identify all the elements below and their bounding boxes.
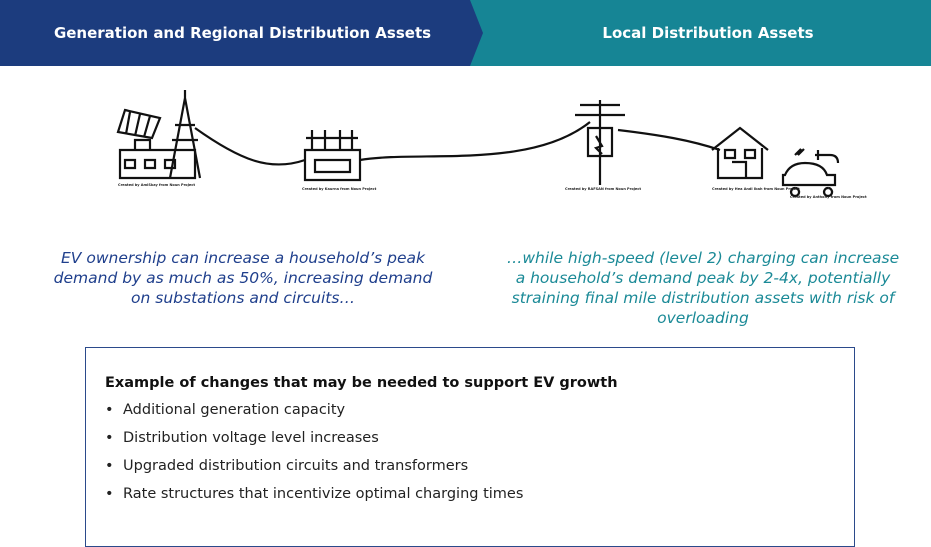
box-item: Additional generation capacity • xyxy=(105,402,346,418)
icon-credit: Created by RAFSAN from Noun Project xyxy=(565,187,641,191)
caption-line: demand by as much as 50%, increasing dem… xyxy=(53,269,433,287)
caption-line: EV ownership can increase a household’s … xyxy=(61,249,425,267)
header-shapes: Created by AmiSkay from Noun Project Cre… xyxy=(0,0,931,199)
caption-line: overloading xyxy=(657,309,749,327)
box-item: Distribution voltage level increases • xyxy=(105,430,379,446)
bullet: • xyxy=(105,430,114,446)
caption-right: …while high-speed (level 2) charging can… xyxy=(480,248,926,328)
grid-illustration xyxy=(116,90,840,198)
caption-left: EV ownership can increase a household’s … xyxy=(20,248,466,308)
caption-line: a household’s demand peak by 2-4x, poten… xyxy=(515,269,891,287)
bullet: • xyxy=(105,486,114,502)
icon-credit: Created by Hea Andi Ibah from Noun Proje… xyxy=(712,187,800,191)
caption-line: …while high-speed (level 2) charging can… xyxy=(506,249,900,267)
box-item: Upgraded distribution circuits and trans… xyxy=(105,458,469,474)
icon-credit: Created by AmiSkay from Noun Project xyxy=(118,183,195,187)
box-title: Example of changes that may be needed to… xyxy=(105,375,618,391)
caption-line: straining final mile distribution assets… xyxy=(511,289,895,307)
header-right: Local Distribution Assets xyxy=(602,24,814,42)
header-left: Generation and Regional Distribution Ass… xyxy=(53,24,432,42)
box-item: Rate structures that incentivize optimal… xyxy=(105,486,524,502)
caption-line: on substations and circuits… xyxy=(131,289,355,307)
icon-credit: Created by Kaurna from Noun Project xyxy=(302,187,377,191)
icon-credit: Created by Anthony from Noun Project xyxy=(790,195,867,199)
bullet: • xyxy=(105,402,114,418)
header-left-bg xyxy=(0,0,483,66)
bullet: • xyxy=(105,458,114,474)
